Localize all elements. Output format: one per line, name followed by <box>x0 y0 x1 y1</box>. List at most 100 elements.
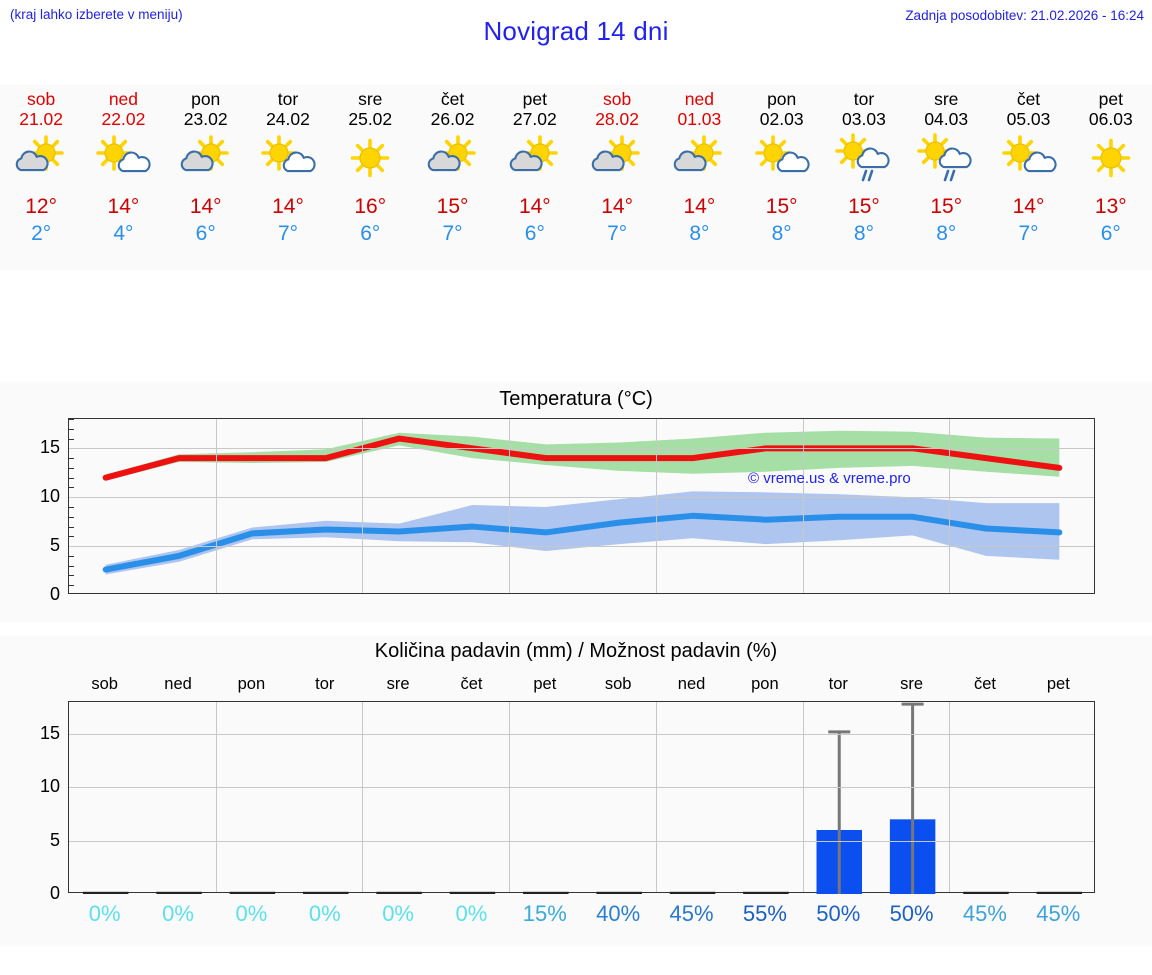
y-axis-minor-tick <box>69 516 74 518</box>
y-axis-minor-tick <box>69 477 74 479</box>
forecast-day-column[interactable]: tor 24.02 14° 7° <box>247 85 329 270</box>
min-temperature-value: 6° <box>360 222 381 245</box>
min-temperature-value: 8° <box>689 222 710 245</box>
day-of-week-label: ned <box>684 89 714 109</box>
max-temperature-value: 13° <box>1094 195 1127 218</box>
max-temperature-value: 14° <box>1012 195 1045 218</box>
cloud-sun-icon <box>504 133 566 187</box>
sun-cloud-icon <box>998 133 1060 187</box>
forecast-day-column[interactable]: pet 06.03 13° 6° <box>1070 85 1152 270</box>
day-of-week-label: čet <box>440 89 465 109</box>
forecast-day-column[interactable]: pon 23.02 14° 6° <box>165 85 247 270</box>
min-temperature-value: 6° <box>195 222 216 245</box>
min-temperature-value: 7° <box>1018 222 1039 245</box>
cloud-sun-icon <box>668 133 730 187</box>
date-label: 05.03 <box>1006 109 1051 129</box>
y-axis-tick-label: 10 <box>39 776 60 797</box>
gridline-vertical <box>802 702 804 892</box>
precip-probability-label: 50% <box>816 901 861 926</box>
y-axis-minor-tick <box>69 419 74 420</box>
day-of-week-label: tor <box>853 89 875 109</box>
date-label: 27.02 <box>512 109 557 129</box>
precip-day-label: čet <box>973 675 996 693</box>
max-temperature-value: 14° <box>272 195 304 218</box>
precip-day-label: pon <box>751 675 779 693</box>
date-label: 24.02 <box>266 109 310 129</box>
max-temperature-value: 15° <box>930 195 963 218</box>
y-axis-tick-label: 10 <box>39 486 60 507</box>
page-header: (kraj lahko izberete v meniju) Novigrad … <box>0 0 1152 62</box>
date-label: 03.03 <box>842 109 886 129</box>
daily-forecast-strip: sob 21.02 12° 2° ned 22.02 14° 4° pon 23.02 14° 6° t… <box>0 85 1152 270</box>
date-label: 21.02 <box>19 109 64 129</box>
cloud-sun-icon <box>586 133 648 187</box>
max-temperature-value: 12° <box>25 195 58 218</box>
min-temperature-value: 8° <box>936 222 957 245</box>
precip-probability-label: 45% <box>669 901 714 926</box>
forecast-day-column[interactable]: ned 22.02 14° 4° <box>82 85 164 270</box>
gridline-vertical <box>509 702 511 892</box>
max-temperature-value: 14° <box>683 195 716 218</box>
date-label: 28.02 <box>595 109 639 129</box>
gridline-vertical <box>655 419 657 593</box>
gridline-vertical <box>802 419 804 593</box>
gridline-horizontal <box>69 546 1094 548</box>
precipitation-bars-graphic <box>82 702 1083 894</box>
precip-probability-label: 40% <box>596 901 641 926</box>
forecast-day-column[interactable]: čet 05.03 14° 7° <box>987 85 1069 270</box>
precip-probability-label: 50% <box>889 901 934 926</box>
sun-cloud-rain-icon <box>915 133 977 187</box>
precip-day-label: pet <box>533 675 557 693</box>
sun-cloud-rain-icon <box>833 133 895 187</box>
day-of-week-label: pet <box>1098 89 1123 109</box>
gridline-vertical <box>215 419 217 593</box>
gridline-vertical <box>655 702 657 892</box>
precip-day-label: ned <box>164 675 192 693</box>
precipitation-chart-panel: Količina padavin (mm) / Možnost padavin … <box>0 636 1152 946</box>
gridline-vertical <box>949 702 951 892</box>
day-of-week-label: sre <box>358 89 383 109</box>
day-of-week-label: sob <box>27 89 56 109</box>
precip-probability-label: 0% <box>162 901 194 926</box>
precip-day-label: sob <box>604 675 632 693</box>
y-axis-minor-tick <box>69 575 74 577</box>
precipitation-chart-title: Količina padavin (mm) / Možnost padavin … <box>374 640 778 662</box>
min-temperature-value: 4° <box>113 222 134 245</box>
forecast-day-column[interactable]: tor 03.03 15° 8° <box>823 85 905 270</box>
forecast-day-column[interactable]: sob 21.02 12° 2° <box>0 85 82 270</box>
max-temperature-value: 16° <box>354 195 387 218</box>
sun-cloud-icon <box>257 133 319 187</box>
precipitation-plot-area <box>68 701 1095 894</box>
cloud-sun-icon <box>10 133 72 187</box>
day-of-week-label: tor <box>277 89 299 109</box>
cloud-sun-icon <box>175 133 237 187</box>
min-temperature-value: 8° <box>771 222 792 245</box>
precip-day-label: pet <box>1046 675 1070 693</box>
y-axis-minor-tick <box>69 536 74 538</box>
min-temperature-value: 7° <box>607 222 628 245</box>
precip-day-label: tor <box>315 675 335 693</box>
gridline-vertical <box>949 419 951 593</box>
gridline-vertical <box>362 419 364 593</box>
y-axis-minor-tick <box>69 458 74 460</box>
forecast-day-column[interactable]: čet 26.02 15° 7° <box>411 85 493 270</box>
y-axis-tick-label: 5 <box>49 829 60 850</box>
day-of-week-label: pon <box>191 89 221 109</box>
min-temperature-value: 2° <box>31 222 52 245</box>
forecast-day-column[interactable]: ned 01.03 14° 8° <box>658 85 740 270</box>
forecast-day-column[interactable]: sob 28.02 14° 7° <box>576 85 658 270</box>
forecast-day-column[interactable]: pon 02.03 15° 8° <box>741 85 823 270</box>
precip-probability-label: 55% <box>742 901 787 926</box>
day-of-week-label: pet <box>522 89 547 109</box>
forecast-day-column[interactable]: pet 27.02 14° 6° <box>494 85 576 270</box>
precip-day-label: sre <box>386 675 410 693</box>
max-temperature-value: 14° <box>189 195 222 218</box>
date-label: 22.02 <box>101 109 146 129</box>
min-temperature-value: 6° <box>524 222 545 245</box>
precip-day-label: čet <box>460 675 483 693</box>
forecast-day-column[interactable]: sre 04.03 15° 8° <box>905 85 987 270</box>
forecast-day-column[interactable]: sre 25.02 16° 6° <box>329 85 411 270</box>
y-axis-tick-label: 5 <box>49 535 60 556</box>
gridline-horizontal <box>69 787 1094 789</box>
